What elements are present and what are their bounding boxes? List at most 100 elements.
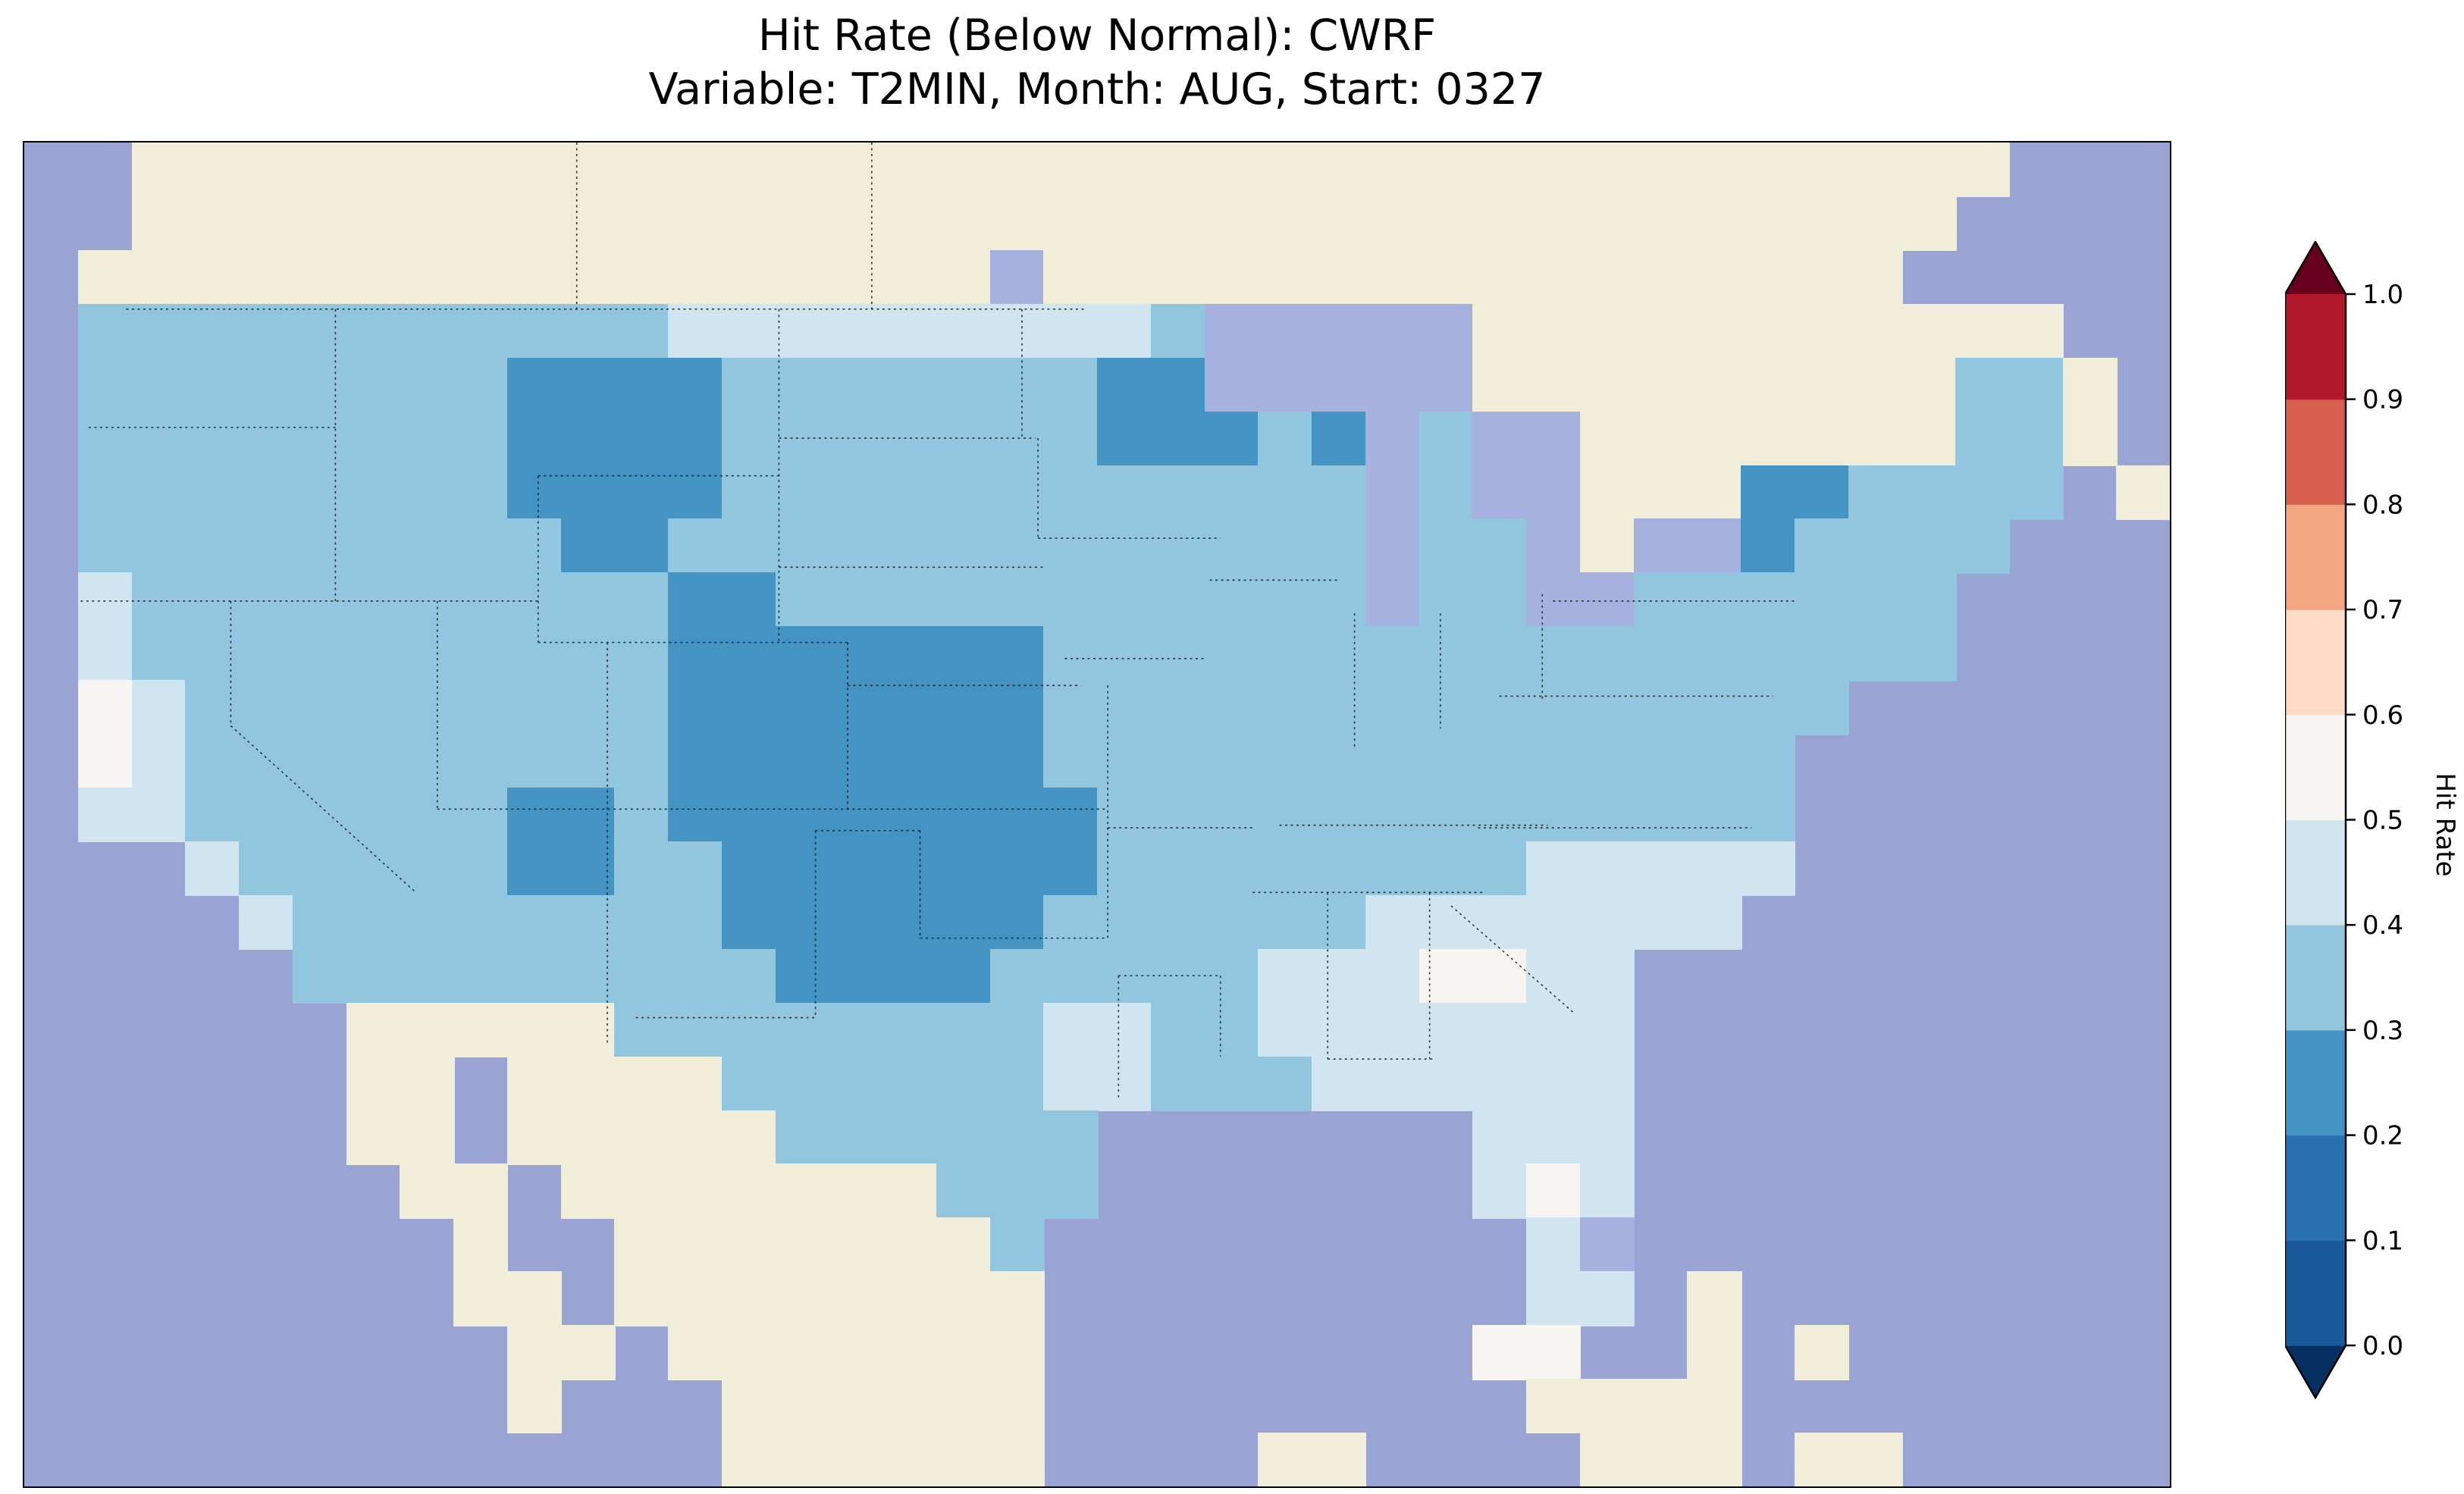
hit-rate-cell xyxy=(721,948,777,1004)
land-cell xyxy=(721,196,777,252)
hit-rate-cell xyxy=(1741,734,1796,789)
land-cell xyxy=(1365,249,1421,305)
hit-rate-cell xyxy=(1365,1002,1421,1058)
hit-rate-cell xyxy=(185,680,240,735)
hit-rate-cell xyxy=(560,841,616,897)
hit-rate-cell xyxy=(506,948,563,1004)
hit-rate-cell xyxy=(1204,894,1259,951)
hit-rate-cell xyxy=(775,894,830,951)
land-cell xyxy=(668,249,723,305)
land-cell xyxy=(453,1002,509,1058)
land-cell xyxy=(1365,143,1421,198)
hit-rate-cell xyxy=(829,518,884,574)
hit-rate-cell xyxy=(292,572,348,628)
land-cell xyxy=(614,1271,669,1326)
land-cell xyxy=(882,1433,938,1486)
hit-rate-cell xyxy=(1579,788,1635,843)
hit-rate-cell xyxy=(1526,841,1582,897)
hit-rate-cell xyxy=(1687,894,1742,951)
hit-rate-cell xyxy=(668,894,723,951)
land-cell xyxy=(936,1433,992,1486)
land-cell xyxy=(721,1325,777,1380)
hit-rate-cell xyxy=(1419,411,1474,466)
hit-rate-cell xyxy=(453,411,509,466)
hit-rate-cell xyxy=(506,303,563,359)
lake-cell xyxy=(1365,518,1421,574)
hit-rate-cell xyxy=(936,465,992,520)
hit-rate-cell xyxy=(560,518,616,574)
land-cell xyxy=(1526,143,1582,198)
hit-rate-cell xyxy=(560,894,616,951)
colorbar: 0.0 0.1 0.2 0.3 0.4 0.5 0.6 0.7 0.8 0.9 1.0 Hit Ra… xyxy=(2285,241,2460,1399)
hit-rate-cell xyxy=(829,411,884,466)
hit-rate-cell xyxy=(829,948,884,1004)
land-cell xyxy=(1043,143,1099,198)
hit-rate-cell xyxy=(1043,841,1099,897)
hit-rate-cell xyxy=(1097,734,1152,789)
lake-cell xyxy=(1526,572,1582,628)
hit-rate-cell xyxy=(1419,841,1474,897)
hit-rate-cell xyxy=(1633,841,1688,897)
hit-rate-cell xyxy=(829,1056,884,1111)
hit-rate-cell xyxy=(560,303,616,359)
hit-rate-cell xyxy=(829,626,884,681)
hit-rate-cell xyxy=(346,841,401,897)
land-cell xyxy=(882,1379,938,1434)
land-cell xyxy=(185,196,240,252)
land-cell xyxy=(560,143,616,198)
hit-rate-cell xyxy=(560,357,616,412)
hit-rate-cell xyxy=(989,680,1045,735)
hit-rate-cell xyxy=(1312,626,1367,681)
hit-rate-cell xyxy=(1741,465,1796,520)
land-cell xyxy=(1687,1379,1742,1434)
hit-rate-cell xyxy=(1526,1002,1582,1058)
hit-rate-cell xyxy=(1258,948,1313,1004)
hit-rate-cell xyxy=(989,841,1045,897)
hit-rate-cell xyxy=(1258,894,1313,951)
land-cell xyxy=(882,1325,938,1380)
land-cell xyxy=(1901,411,1957,466)
hit-rate-cell xyxy=(1419,1002,1474,1058)
hit-rate-cell xyxy=(882,1002,938,1058)
hit-rate-cell xyxy=(989,465,1045,520)
hit-rate-cell xyxy=(936,572,992,628)
hit-rate-cell xyxy=(1150,572,1206,628)
land-cell xyxy=(936,1217,992,1273)
hit-rate-cell xyxy=(1204,734,1259,789)
hit-rate-cell xyxy=(239,894,294,951)
hit-rate-cell xyxy=(1150,518,1206,574)
hit-rate-cell xyxy=(506,411,563,466)
land-cell xyxy=(882,1164,938,1219)
hit-rate-cell xyxy=(1579,894,1635,951)
colorbar-segment xyxy=(2285,925,2346,1031)
land-cell xyxy=(775,1433,830,1486)
land-cell xyxy=(1150,249,1206,305)
land-cell xyxy=(614,1164,669,1219)
hit-rate-cell xyxy=(1204,572,1259,628)
hit-rate-cell xyxy=(77,626,133,681)
land-cell xyxy=(131,196,187,252)
hit-rate-cell xyxy=(346,518,401,574)
hit-rate-cell xyxy=(1204,788,1259,843)
land-cell xyxy=(506,1056,563,1111)
land-cell xyxy=(1633,196,1688,252)
land-cell xyxy=(1687,411,1742,466)
hit-rate-cell xyxy=(1472,518,1528,574)
colorbar-body xyxy=(2285,242,2346,1398)
hit-rate-cell xyxy=(775,357,830,412)
land-cell xyxy=(1633,303,1688,359)
hit-rate-cell xyxy=(185,411,240,466)
land-cell xyxy=(1741,196,1796,252)
land-cell xyxy=(721,1110,777,1165)
hit-rate-cell xyxy=(292,518,348,574)
hit-rate-cell xyxy=(1848,518,1903,574)
land-cell xyxy=(1204,196,1259,252)
hit-rate-cell xyxy=(292,303,348,359)
hit-rate-cell xyxy=(1312,411,1367,466)
hit-rate-cell xyxy=(1097,465,1152,520)
hit-rate-cell xyxy=(614,303,669,359)
hit-rate-cell xyxy=(1312,841,1367,897)
hit-rate-cell xyxy=(1579,1271,1635,1326)
land-cell xyxy=(1579,196,1635,252)
hit-rate-cell xyxy=(1526,1271,1582,1326)
